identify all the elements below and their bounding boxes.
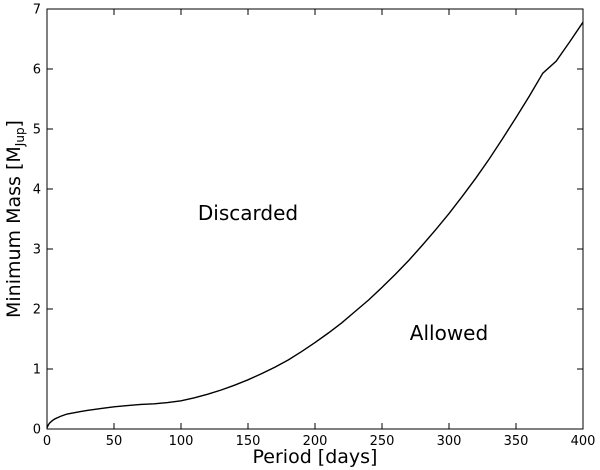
plot-frame	[46, 8, 584, 430]
x-axis-label: Period [days]	[253, 446, 378, 468]
annotation-allowed: Allowed	[410, 321, 488, 345]
y-tick-label: 6	[33, 63, 41, 78]
y-axis-label-main: Minimum Mass [M	[3, 146, 25, 318]
y-tick-label: 7	[33, 3, 41, 18]
y-axis-label-subscript: Jup	[13, 127, 27, 147]
x-tick-label: 100	[169, 434, 194, 449]
x-tick-label: 150	[236, 434, 261, 449]
x-tick-label: 300	[437, 434, 462, 449]
y-tick-label: 1	[33, 363, 41, 378]
mass-limit-curve	[46, 21, 584, 429]
x-tick-label: 0	[43, 434, 51, 449]
annotation-discarded: Discarded	[198, 201, 298, 225]
ticks-group	[46, 8, 584, 430]
y-tick-label: 3	[33, 243, 41, 258]
y-tick-label: 0	[33, 423, 41, 438]
y-tick-label: 5	[33, 123, 41, 138]
y-axis-label: Minimum Mass [MJup]	[3, 120, 27, 318]
tick-labels-group: 0 50 100 150 200 250 300 350 400 0 1 2 3 4 5 6 7	[33, 3, 596, 450]
x-tick-label: 200	[303, 434, 328, 449]
x-tick-label: 350	[504, 434, 529, 449]
y-axis-label-close: ]	[3, 120, 25, 127]
y-tick-label: 2	[33, 303, 41, 318]
x-tick-label: 50	[106, 434, 123, 449]
x-tick-label: 400	[571, 434, 596, 449]
y-tick-label: 4	[33, 183, 41, 198]
x-tick-label: 250	[370, 434, 395, 449]
